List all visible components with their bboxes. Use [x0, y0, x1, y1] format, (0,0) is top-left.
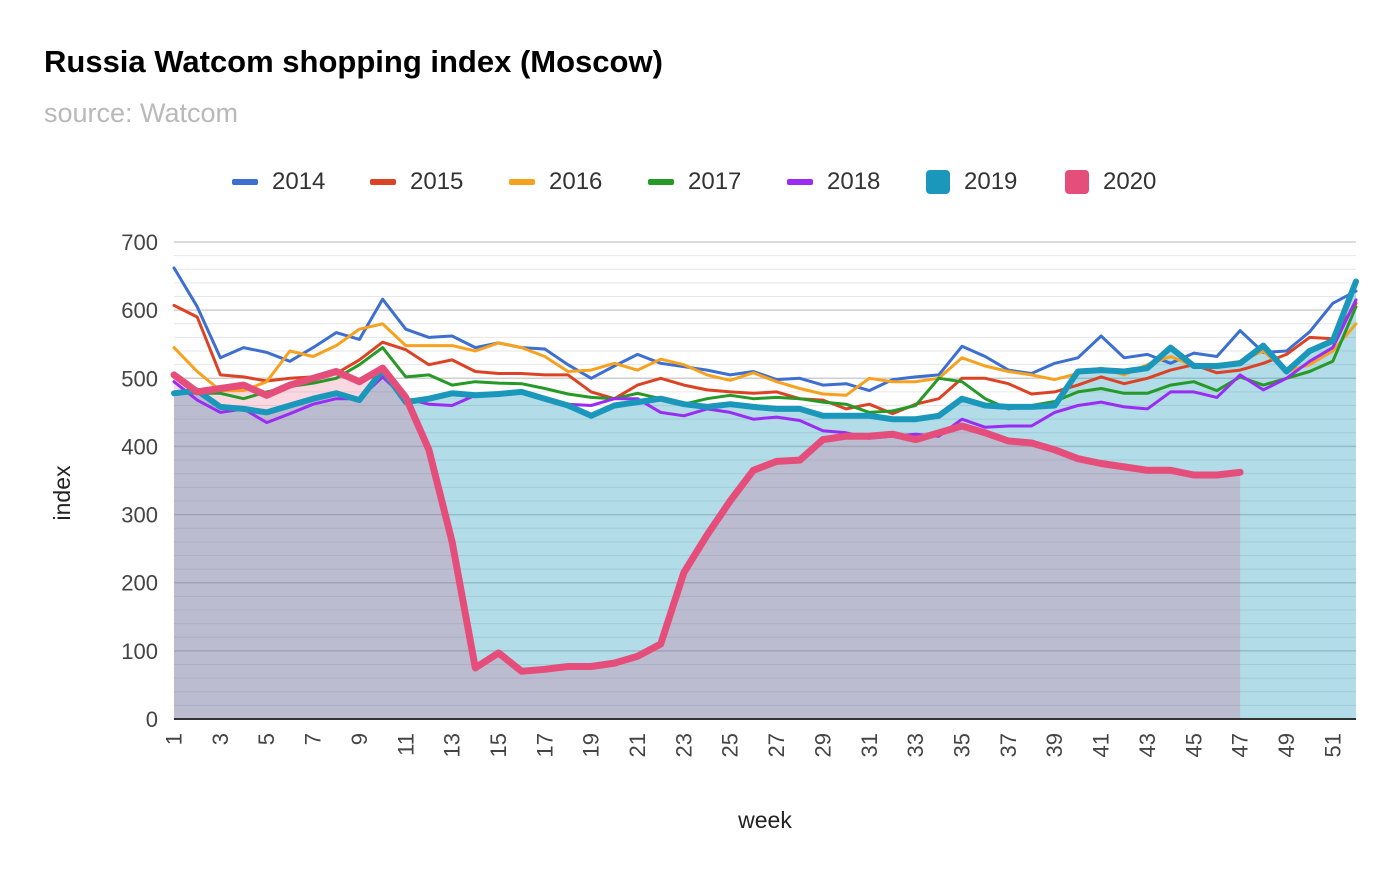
legend-item-2014[interactable]: 2014 [232, 162, 325, 202]
legend-label: 2014 [272, 168, 326, 195]
x-tick-label: 23 [671, 733, 696, 757]
x-tick-label: 19 [579, 733, 604, 757]
legend-swatch [648, 179, 674, 185]
y-axis-title: index [49, 465, 75, 520]
legend-label: 2020 [1103, 168, 1157, 195]
y-tick-label: 200 [121, 571, 158, 596]
x-tick-label: 21 [625, 733, 650, 757]
x-axis-title: week [737, 807, 792, 833]
series-line-2019 [171, 278, 1359, 423]
x-tick-label: 5 [254, 733, 279, 745]
legend-label: 2016 [549, 168, 603, 195]
x-tick-label: 17 [532, 733, 557, 757]
legend-swatch [787, 179, 813, 185]
y-tick-label: 0 [146, 707, 158, 732]
legend-item-2016[interactable]: 2016 [509, 162, 602, 202]
y-tick-label: 600 [121, 298, 158, 323]
legend-item-2015[interactable]: 2015 [370, 162, 463, 202]
x-tick-label: 1 [162, 733, 187, 745]
x-tick-label: 47 [1228, 733, 1253, 757]
y-tick-label: 400 [121, 434, 158, 459]
legend-label: 2019 [964, 168, 1018, 195]
x-tick-label: 25 [718, 733, 743, 757]
legend-item-2018[interactable]: 2018 [787, 162, 880, 202]
legend-item-2017[interactable]: 2017 [648, 162, 741, 202]
x-tick-label: 49 [1274, 733, 1299, 757]
x-tick-label: 37 [996, 733, 1021, 757]
x-tick-label: 51 [1320, 733, 1345, 757]
line-layer [170, 266, 1359, 675]
legend-swatch [926, 170, 950, 194]
legend-label: 2017 [688, 168, 742, 195]
legend-swatch [370, 179, 396, 185]
area-fill-2019 [174, 281, 1356, 719]
y-tick-label: 100 [121, 639, 158, 664]
series-line-2020 [170, 364, 1244, 675]
x-tick-label: 39 [1042, 733, 1067, 757]
legend-label: 2015 [410, 168, 464, 195]
legend-item-2019[interactable]: 2019 [926, 162, 1017, 202]
y-tick-label: 300 [121, 503, 158, 528]
x-tick-label: 7 [301, 733, 326, 745]
legend-label: 2018 [827, 168, 881, 195]
legend-swatch [1065, 170, 1089, 194]
x-tick-label: 33 [903, 733, 928, 757]
x-tick-label: 11 [393, 733, 418, 756]
legend-swatch [509, 179, 535, 185]
x-tick-label: 43 [1135, 733, 1160, 757]
legend-item-2020[interactable]: 2020 [1065, 162, 1156, 202]
x-tick-label: 41 [1089, 733, 1114, 757]
series-line-2017 [172, 305, 1358, 414]
x-tick-label: 35 [950, 733, 975, 757]
x-tick-label: 13 [440, 733, 465, 757]
area-fill-2020 [174, 368, 1241, 719]
chart-legend: 2014 2015 2016 2017 2018 2019 2020 [0, 162, 1400, 202]
y-tick-label: 500 [121, 366, 158, 391]
x-tick-label: 45 [1181, 733, 1206, 757]
area-layer [174, 281, 1356, 719]
x-tick-label: 29 [810, 733, 835, 757]
x-tick-label: 27 [764, 733, 789, 757]
y-tick-label: 700 [121, 230, 158, 255]
x-tick-label: 31 [857, 733, 882, 757]
x-tick-label: 9 [347, 733, 372, 745]
legend-swatch [232, 179, 258, 185]
x-tick-label: 3 [208, 733, 233, 745]
chart-subtitle: source: Watcom [44, 98, 239, 128]
chart-title: Russia Watcom shopping index (Moscow) [44, 44, 663, 79]
series-line-2015 [172, 301, 1358, 416]
x-tick-label: 15 [486, 733, 511, 757]
